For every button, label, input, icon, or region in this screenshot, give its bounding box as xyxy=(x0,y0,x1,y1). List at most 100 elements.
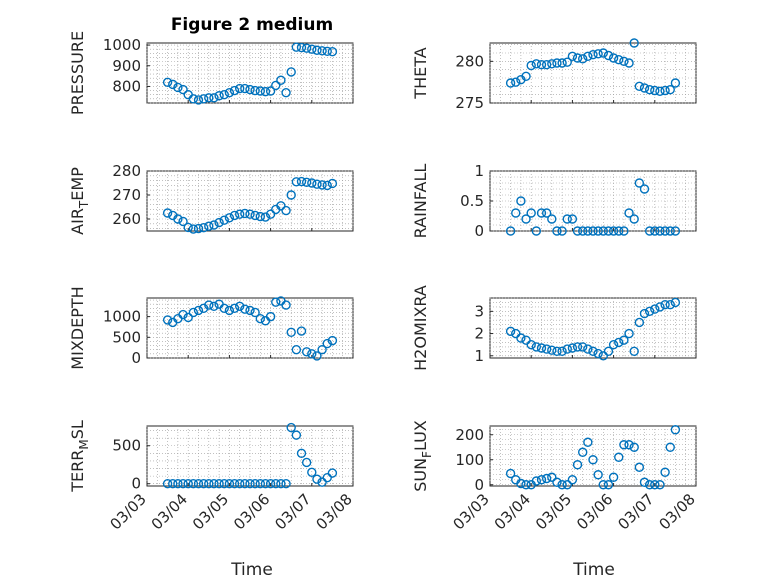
data-point xyxy=(301,177,312,187)
data-point xyxy=(614,226,624,236)
data-point xyxy=(250,479,260,489)
x-tick-label: 03/08 xyxy=(313,490,356,533)
data-point xyxy=(312,351,322,361)
data-point xyxy=(173,82,183,93)
data-point xyxy=(265,209,276,219)
data-point xyxy=(593,348,603,359)
y-tick-label: 500 xyxy=(112,328,141,346)
data-point xyxy=(608,339,619,350)
data-point xyxy=(193,223,204,234)
data-point xyxy=(541,473,552,484)
data-point xyxy=(583,226,593,236)
y-tick-label: 100 xyxy=(455,451,484,469)
data-point xyxy=(250,210,260,221)
data-point xyxy=(660,226,670,236)
data-point xyxy=(286,67,296,77)
data-point xyxy=(204,221,214,231)
data-point xyxy=(240,479,250,489)
data-point xyxy=(240,83,250,94)
data-point xyxy=(536,208,547,218)
x-tick-label: 03/04 xyxy=(148,490,191,533)
data-point xyxy=(572,460,583,470)
data-point xyxy=(593,49,603,59)
data-point xyxy=(214,479,224,489)
data-point xyxy=(583,344,593,354)
y-tick-label: 1000 xyxy=(103,36,141,54)
data-point xyxy=(619,226,629,236)
data-point xyxy=(629,38,639,48)
data-point xyxy=(665,442,675,452)
data-point xyxy=(162,479,173,489)
data-point xyxy=(260,479,271,489)
data-point xyxy=(204,300,214,310)
data-point xyxy=(629,442,639,452)
data-point xyxy=(567,214,578,224)
data-point xyxy=(296,326,307,336)
data-point xyxy=(327,468,338,478)
data-point xyxy=(204,93,214,103)
data-point xyxy=(188,479,199,489)
subplot-theta: 275 280 THETA xyxy=(411,38,697,112)
data-point xyxy=(245,84,255,95)
data-point xyxy=(198,222,209,233)
data-point xyxy=(312,45,322,55)
data-point xyxy=(224,87,235,98)
data-point xyxy=(188,94,199,104)
data-point xyxy=(224,213,235,223)
data-point xyxy=(291,42,302,52)
data-point xyxy=(536,343,547,353)
y-axis-label: PRESSURE xyxy=(68,31,87,115)
data-point xyxy=(281,479,291,489)
data-point xyxy=(603,50,614,61)
data-point xyxy=(193,479,204,489)
data-point xyxy=(619,56,629,67)
data-point xyxy=(255,479,265,489)
data-point xyxy=(670,78,681,88)
x-tick-label: 03/05 xyxy=(532,490,575,533)
data-point xyxy=(219,90,229,100)
data-point xyxy=(301,457,312,468)
data-point xyxy=(644,306,655,317)
data-point xyxy=(526,339,536,350)
data-point xyxy=(193,305,204,316)
data-point xyxy=(655,86,665,97)
data-point xyxy=(162,315,173,325)
x-tick-label: 03/06 xyxy=(230,490,273,533)
data-point xyxy=(567,51,578,62)
data-point xyxy=(168,479,178,489)
x-tick-label: 03/07 xyxy=(271,490,314,533)
data-point xyxy=(229,210,240,221)
data-point xyxy=(536,59,547,70)
y-tick-label: 1 xyxy=(474,347,484,365)
data-point xyxy=(608,472,619,482)
data-point xyxy=(286,190,296,200)
data-point xyxy=(624,328,634,339)
subplot-mixdepth: 0 500 1000 MIXDEPTH xyxy=(68,286,354,370)
y-axis-label: SUNFLUX xyxy=(411,420,434,492)
data-point xyxy=(255,313,265,324)
y-axis-label: TERRMSL xyxy=(68,420,91,493)
x-axis-label-left: Time xyxy=(230,560,273,580)
data-point xyxy=(327,335,338,346)
data-point xyxy=(516,333,526,343)
data-point xyxy=(619,335,629,345)
data-point xyxy=(204,479,214,489)
data-point xyxy=(547,472,557,482)
data-point xyxy=(593,226,603,236)
data-point xyxy=(178,216,188,227)
data-point xyxy=(578,54,588,64)
data-point xyxy=(198,94,209,104)
data-point xyxy=(547,214,557,224)
x-axis-label-right: Time xyxy=(572,560,615,580)
data-point xyxy=(583,51,593,62)
data-point xyxy=(511,208,521,218)
data-point xyxy=(670,425,681,435)
data-point xyxy=(307,44,317,54)
data-point xyxy=(327,178,338,189)
data-point xyxy=(281,205,291,216)
y-axis-label: H2OMIXRA xyxy=(411,285,430,371)
data-point xyxy=(562,344,572,354)
data-point xyxy=(639,477,650,487)
data-point xyxy=(286,422,296,433)
